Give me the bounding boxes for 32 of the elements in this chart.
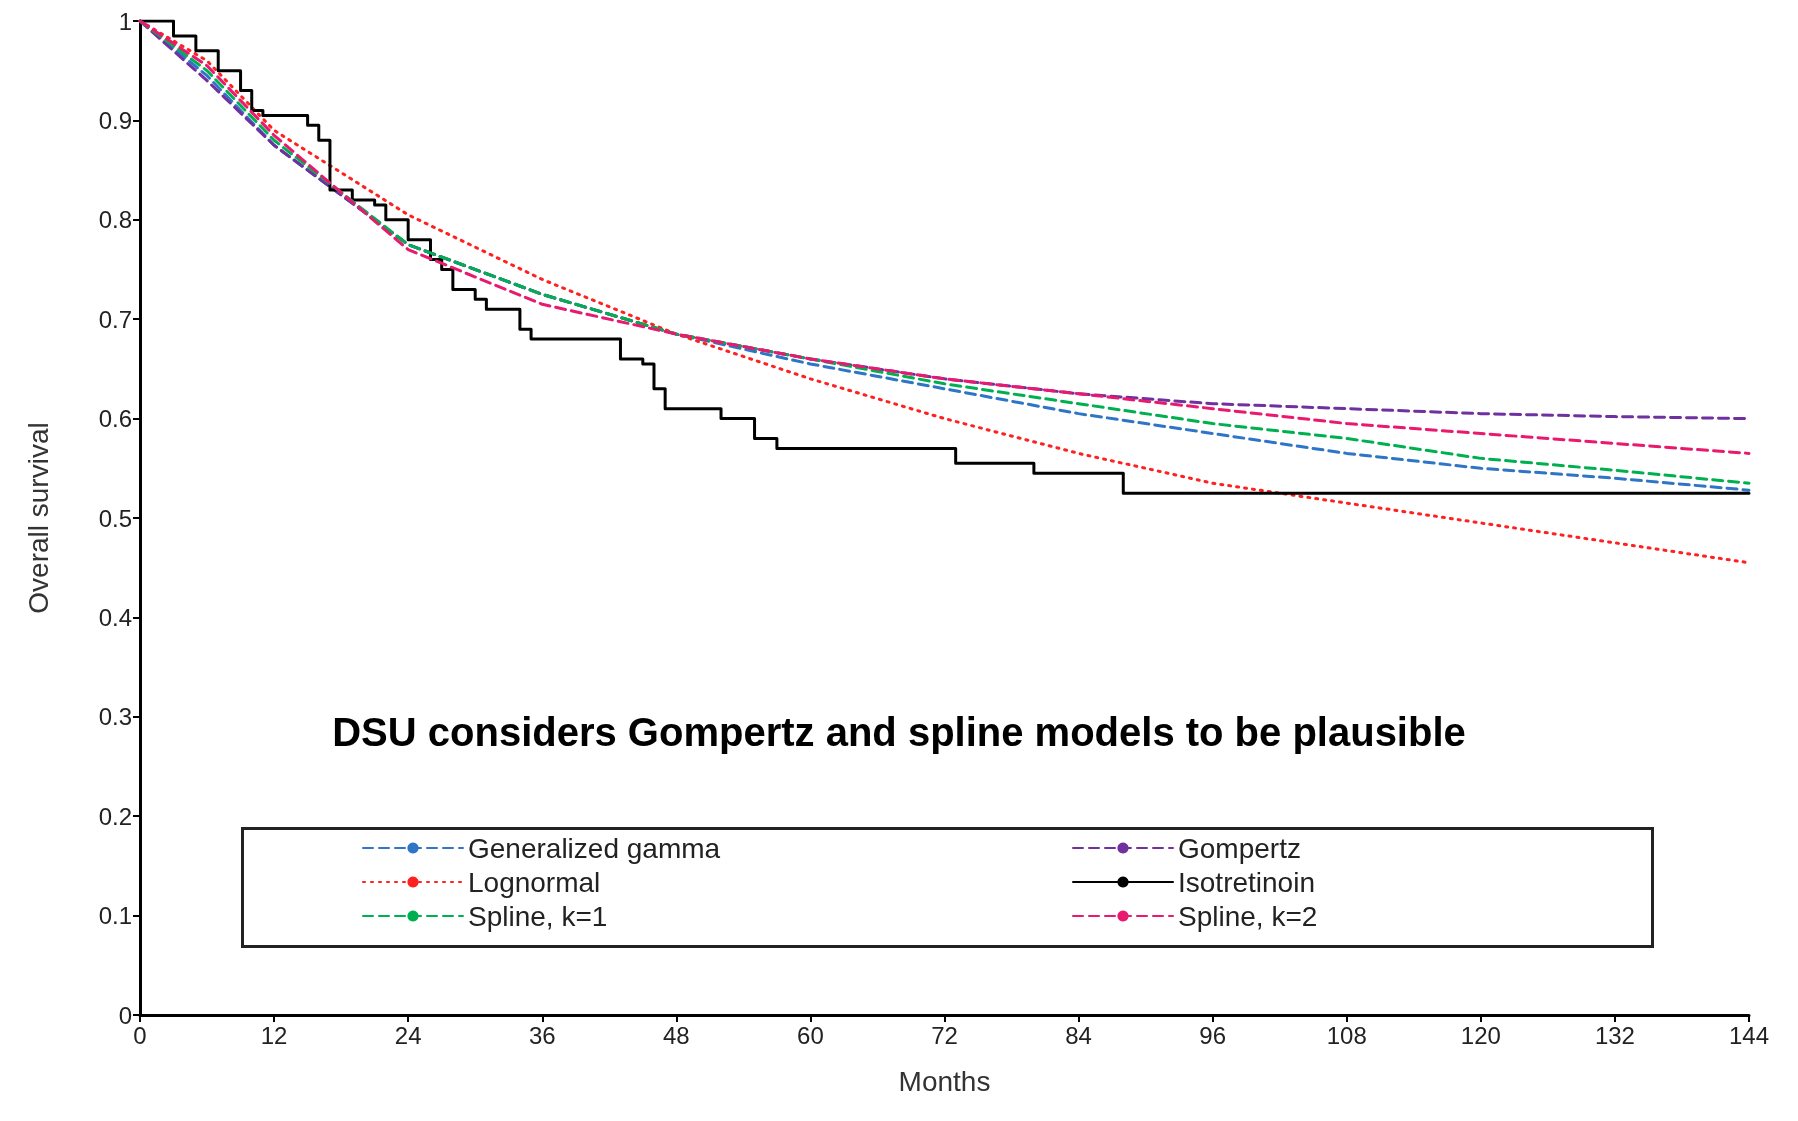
- y-tick-label: 0.7: [98, 305, 132, 333]
- y-tick-label: 0.1: [98, 902, 132, 930]
- x-tick-label: 36: [528, 1021, 556, 1049]
- x-tick-label: 12: [260, 1021, 288, 1049]
- legend-label: Generalized gamma: [468, 832, 721, 864]
- y-tick-label: 0: [118, 1001, 132, 1029]
- y-tick-label: 0.4: [98, 603, 132, 631]
- annotation: DSU considers Gompertz and spline models to be plausible: [332, 710, 1466, 754]
- x-tick-label: 132: [1594, 1021, 1635, 1049]
- y-tick-label: 0.8: [98, 206, 132, 234]
- x-tick-label: 96: [1199, 1021, 1227, 1049]
- x-tick-label: 60: [797, 1021, 824, 1049]
- x-tick-label: 120: [1460, 1021, 1501, 1049]
- y-tick-label: 0.3: [98, 703, 132, 731]
- x-tick-label: 108: [1326, 1021, 1367, 1049]
- x-tick-label: 144: [1728, 1021, 1770, 1049]
- y-tick-label: 0.6: [98, 405, 132, 433]
- x-tick-label: 24: [394, 1021, 422, 1049]
- y-tick-label: 0.9: [98, 106, 132, 134]
- y-tick-label: 1: [118, 7, 132, 35]
- legend-label: Spline, k=2: [1178, 900, 1318, 932]
- y-axis-title: Overall survival: [22, 422, 54, 614]
- legend-label: Lognormal: [468, 866, 601, 898]
- x-tick-label: 84: [1065, 1021, 1092, 1049]
- x-axis-title: Months: [898, 1065, 991, 1097]
- legend-label: Spline, k=1: [468, 900, 608, 932]
- y-tick-label: 0.5: [98, 504, 132, 532]
- legend-label: Gompertz: [1178, 832, 1301, 864]
- x-tick-label: 72: [931, 1021, 958, 1049]
- legend-label: Isotretinoin: [1178, 866, 1315, 898]
- y-tick-label: 0.2: [98, 802, 132, 830]
- x-tick-label: 48: [662, 1021, 690, 1049]
